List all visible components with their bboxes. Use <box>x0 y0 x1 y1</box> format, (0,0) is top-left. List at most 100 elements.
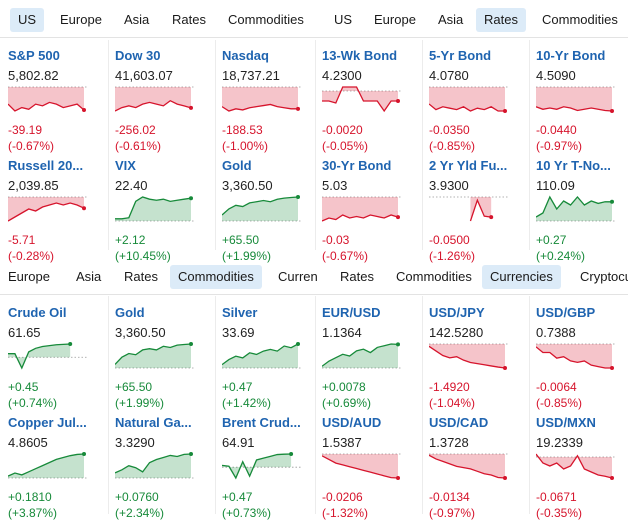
quote-change: +65.50 <box>222 233 260 247</box>
quote-name[interactable]: USD/JPY <box>429 305 485 320</box>
quote-name[interactable]: 5-Yr Bond <box>429 48 492 63</box>
quote-name[interactable]: Gold <box>115 305 145 320</box>
quote-change: +65.50 <box>115 380 153 394</box>
quote-percent-change: (+0.69%) <box>322 396 372 410</box>
quote-card-30-yr-bond[interactable]: 30-Yr Bond 5.03 -0.03 (-0.67%) <box>322 158 422 264</box>
tab-europe[interactable]: Europe <box>60 12 102 27</box>
quote-card-13-wk-bond[interactable]: 13-Wk Bond 4.2300 -0.0020 (-0.05%) <box>322 48 422 154</box>
quote-name[interactable]: Russell 20... <box>8 158 84 173</box>
quote-card-vix[interactable]: VIX 22.40 +2.12 (+10.45%) <box>115 158 215 264</box>
quote-card-gold[interactable]: Gold 3,360.50 +65.50 (+1.99%) <box>222 158 322 264</box>
sparkline-line <box>115 196 192 220</box>
tab-commodities-2[interactable]: Commodities <box>542 12 618 27</box>
quote-card-natural-ga[interactable]: Natural Ga... 3.3290 +0.0760 (+2.34%) <box>115 415 215 521</box>
sparkline-end-dot <box>610 476 614 480</box>
quote-card-usd-gbp[interactable]: USD/GBP 0.7388 -0.0064 (-0.85%) <box>536 305 628 411</box>
quote-price: 5.03 <box>322 178 348 193</box>
quote-percent-change: (-1.26%) <box>429 249 476 263</box>
quote-card-10-yr-bond[interactable]: 10-Yr Bond 4.5090 -0.0440 (-0.97%) <box>536 48 628 154</box>
quote-name[interactable]: EUR/USD <box>322 305 381 320</box>
quote-name[interactable]: Crude Oil <box>8 305 67 320</box>
sparkline-line <box>429 454 506 479</box>
tab-europe-3[interactable]: Europe <box>8 269 50 284</box>
quote-price: 3.9300 <box>429 178 469 193</box>
tab-europe-2[interactable]: Europe <box>374 12 416 27</box>
quote-card-s-p-500[interactable]: S&P 500 5,802.82 -39.19 (-0.67%) <box>8 48 108 154</box>
tab-asia-3[interactable]: Asia <box>76 269 102 284</box>
tab-commodities[interactable]: Commodities <box>228 12 304 27</box>
quote-card-nasdaq[interactable]: Nasdaq 18,737.21 -188.53 (-1.00%) <box>222 48 322 154</box>
quote-price: 41,603.07 <box>115 68 173 83</box>
quote-name[interactable]: USD/MXN <box>536 415 596 430</box>
quote-name[interactable]: Nasdaq <box>222 48 269 63</box>
tab-rates[interactable]: Rates <box>172 12 206 27</box>
tab-commodities-4[interactable]: Commodities <box>396 269 472 284</box>
quote-name[interactable]: USD/AUD <box>322 415 382 430</box>
quote-price: 0.7388 <box>536 325 576 340</box>
tab-asia-2[interactable]: Asia <box>438 12 464 27</box>
sparkline-line <box>536 106 613 112</box>
quote-name[interactable]: Dow 30 <box>115 48 161 63</box>
tab-rates-3[interactable]: Rates <box>124 269 158 284</box>
quote-name[interactable]: Natural Ga... <box>115 415 192 430</box>
quote-name[interactable]: USD/CAD <box>429 415 489 430</box>
tab-crypto-partial[interactable]: Cryptocu <box>580 269 628 284</box>
sparkline-end-dot <box>189 452 193 456</box>
quote-card-10-yr-t-no[interactable]: 10 Yr T-No... 110.09 +0.27 (+0.24%) <box>536 158 628 264</box>
sparkline-chart <box>222 342 302 369</box>
quote-card-eur-usd[interactable]: EUR/USD 1.1364 +0.0078 (+0.69%) <box>322 305 422 411</box>
quote-card-5-yr-bond[interactable]: 5-Yr Bond 4.0780 -0.0350 (-0.85%) <box>429 48 529 154</box>
tab-currencies[interactable]: Currencies <box>482 265 561 289</box>
tab-us-2[interactable]: US <box>334 12 353 27</box>
quote-card-usd-jpy[interactable]: USD/JPY 142.5280 -1.4920 (-1.04%) <box>429 305 529 411</box>
quote-card-silver[interactable]: Silver 33.69 +0.47 (+1.42%) <box>222 305 322 411</box>
quote-name[interactable]: Gold <box>222 158 252 173</box>
quote-name[interactable]: 30-Yr Bond <box>322 158 392 173</box>
quote-change: +0.0760 <box>115 490 159 504</box>
quote-card-usd-cad[interactable]: USD/CAD 1.3728 -0.0134 (-0.97%) <box>429 415 529 521</box>
sparkline-end-dot <box>289 452 294 456</box>
quote-card-copper-jul[interactable]: Copper Jul... 4.8605 +0.1810 (+3.87%) <box>8 415 108 521</box>
quote-card-brent-crud[interactable]: Brent Crud... 64.91 +0.47 (+0.73%) <box>222 415 322 521</box>
sparkline-line <box>8 202 85 222</box>
quote-name[interactable]: S&P 500 <box>8 48 60 63</box>
quote-name[interactable]: VIX <box>115 158 136 173</box>
quote-card-gold[interactable]: Gold 3,360.50 +65.50 (+1.99%) <box>115 305 215 411</box>
sparkline-line <box>322 343 399 367</box>
quote-card-russell-20[interactable]: Russell 20... 2,039.85 -5.71 (-0.28%) <box>8 158 108 264</box>
sparkline-line <box>429 103 505 112</box>
quote-name[interactable]: Brent Crud... <box>222 415 301 430</box>
quote-card-dow-30[interactable]: Dow 30 41,603.07 -256.02 (-0.61%) <box>115 48 215 154</box>
quote-name[interactable]: 10 Yr T-No... <box>536 158 611 173</box>
quote-name[interactable]: 10-Yr Bond <box>536 48 606 63</box>
sparkline-end-dot <box>396 476 400 480</box>
sparkline-chart <box>8 342 88 370</box>
sparkline-area <box>536 87 612 111</box>
quote-name[interactable]: 2 Yr Yld Fu... <box>429 158 508 173</box>
quote-percent-change: (-0.28%) <box>8 249 55 263</box>
quote-name[interactable]: 13-Wk Bond <box>322 48 398 63</box>
tab-us[interactable]: US <box>10 8 45 32</box>
sparkline-chart <box>322 453 402 480</box>
quote-name[interactable]: Copper Jul... <box>8 415 87 430</box>
quote-name[interactable]: USD/GBP <box>536 305 596 320</box>
quote-percent-change: (-0.61%) <box>115 139 162 153</box>
top-tab-bar: US Europe Asia Rates Commodities US Euro… <box>0 0 628 38</box>
sparkline-chart <box>115 196 195 222</box>
quote-name[interactable]: Silver <box>222 305 258 320</box>
sparkline-end-dot <box>189 342 193 346</box>
tab-commodities-3[interactable]: Commodities <box>170 265 262 289</box>
sparkline-line <box>536 346 612 369</box>
tab-rates-2[interactable]: Rates <box>476 8 526 32</box>
sparkline-end-dot <box>82 107 86 112</box>
quote-card-2-yr-yld-fu[interactable]: 2 Yr Yld Fu... 3.9300 -0.0500 (-1.26%) <box>429 158 529 264</box>
quote-card-crude-oil[interactable]: Crude Oil 61.65 +0.45 (+0.74%) <box>8 305 108 411</box>
tab-currencies-partial[interactable]: Curren <box>278 269 318 284</box>
quote-card-usd-mxn[interactable]: USD/MXN 19.2339 -0.0671 (-0.35%) <box>536 415 628 521</box>
tab-asia[interactable]: Asia <box>124 12 150 27</box>
quote-change: -0.03 <box>322 233 350 247</box>
sparkline-end-dot <box>503 476 507 480</box>
quote-change: -0.0064 <box>536 380 577 394</box>
tab-rates-4[interactable]: Rates <box>340 269 374 284</box>
quote-card-usd-aud[interactable]: USD/AUD 1.5387 -0.0206 (-1.32%) <box>322 415 422 521</box>
